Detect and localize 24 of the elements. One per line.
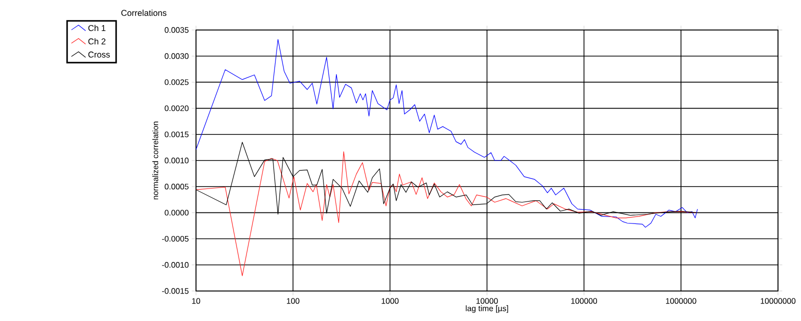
legend-label: Ch 1 <box>88 24 106 32</box>
y-tick-label: 0.0025 <box>164 79 189 86</box>
x-axis-title: lag time [µs] <box>466 305 508 313</box>
x-tick-label: 10000000 <box>760 298 796 304</box>
y-tick-label: -0.0015 <box>162 288 189 294</box>
y-tick-label: -0.0010 <box>162 262 189 268</box>
legend-label: Cross <box>88 52 110 58</box>
y-tick-label: 0.0035 <box>164 27 189 33</box>
y-tick-label: -0.0005 <box>162 236 189 242</box>
y-tick-label: 0.0010 <box>164 158 189 164</box>
y-tick-label: 0.0020 <box>164 105 189 112</box>
x-tick-label: 100000 <box>571 298 598 304</box>
x-tick-label: 10000 <box>476 298 498 304</box>
legend-label: Ch 2 <box>88 38 106 44</box>
y-axis-title: normalized correlation <box>152 122 158 200</box>
y-tick-label: 0.0005 <box>164 184 189 190</box>
chart-title: Correlations <box>121 10 166 16</box>
x-tick-label: 100 <box>286 298 300 304</box>
y-tick-label: 0.0000 <box>164 210 189 216</box>
x-tick-label: 1000000 <box>666 298 696 304</box>
x-tick-label: 10 <box>192 298 200 304</box>
x-tick-label: 1000 <box>382 298 399 304</box>
y-tick-label: 0.0015 <box>164 132 189 138</box>
y-tick-label: 0.0030 <box>164 53 189 59</box>
